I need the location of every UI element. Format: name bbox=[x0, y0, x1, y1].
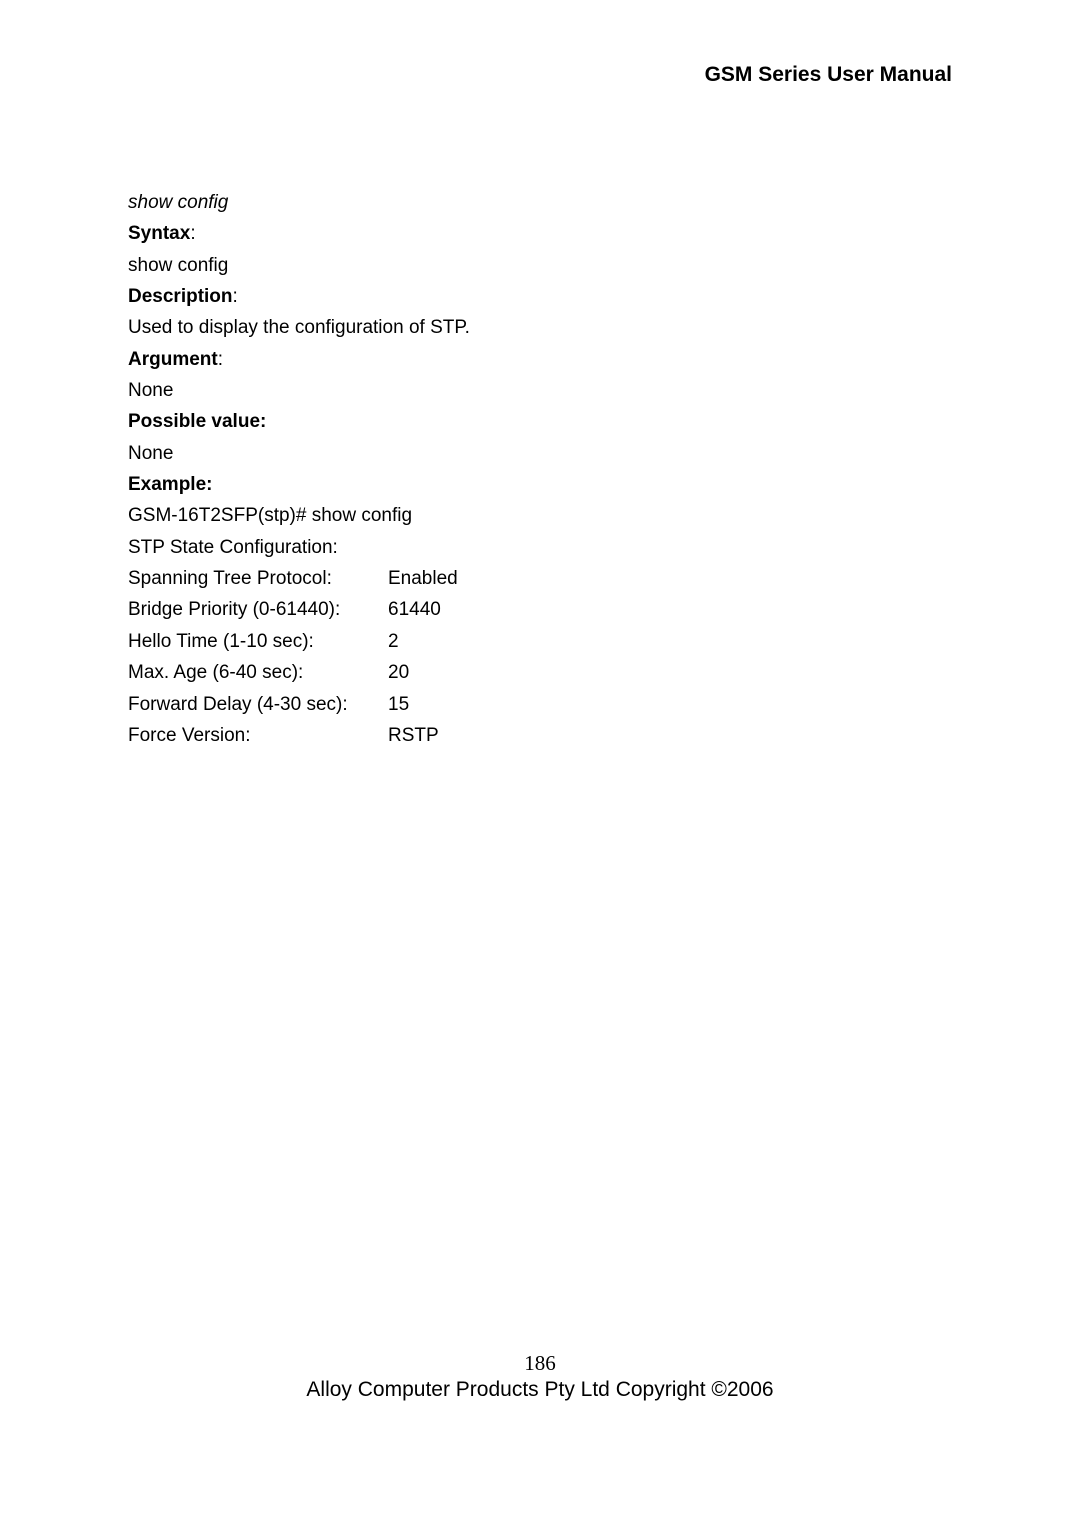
document-header-title: GSM Series User Manual bbox=[128, 63, 952, 87]
config-row-value: 61440 bbox=[388, 594, 952, 625]
syntax-value: show config bbox=[128, 250, 952, 281]
config-row-value: 20 bbox=[388, 657, 952, 688]
example-line-2: STP State Configuration: bbox=[128, 532, 952, 563]
config-row-label: Spanning Tree Protocol: bbox=[128, 563, 388, 594]
config-row: Max. Age (6-40 sec): 20 bbox=[128, 657, 952, 688]
config-row-label: Hello Time (1-10 sec): bbox=[128, 626, 388, 657]
config-row-label: Forward Delay (4-30 sec): bbox=[128, 689, 388, 720]
config-row-value: 15 bbox=[388, 689, 952, 720]
config-row: Bridge Priority (0-61440): 61440 bbox=[128, 594, 952, 625]
command-title: show config bbox=[128, 187, 952, 218]
config-row-label: Bridge Priority (0-61440): bbox=[128, 594, 388, 625]
possible-value-value: None bbox=[128, 438, 952, 469]
colon: : bbox=[218, 349, 223, 370]
page-container: GSM Series User Manual show config Synta… bbox=[0, 0, 1080, 1527]
config-row: Spanning Tree Protocol: Enabled bbox=[128, 563, 952, 594]
page-number: 186 bbox=[0, 1351, 1080, 1376]
page-footer: 186 Alloy Computer Products Pty Ltd Copy… bbox=[0, 1351, 1080, 1402]
syntax-label: Syntax bbox=[128, 223, 190, 244]
example-line-1: GSM-16T2SFP(stp)# show config bbox=[128, 500, 952, 531]
description-label: Description bbox=[128, 286, 233, 307]
config-row: Hello Time (1-10 sec): 2 bbox=[128, 626, 952, 657]
colon: : bbox=[190, 223, 195, 244]
example-label: Example: bbox=[128, 469, 952, 500]
config-row: Force Version: RSTP bbox=[128, 720, 952, 751]
syntax-section: Syntax: bbox=[128, 218, 952, 249]
possible-value-label: Possible value: bbox=[128, 406, 952, 437]
config-row: Forward Delay (4-30 sec): 15 bbox=[128, 689, 952, 720]
colon: : bbox=[233, 286, 238, 307]
config-row-value: Enabled bbox=[388, 563, 952, 594]
document-body: show config Syntax: show config Descript… bbox=[128, 187, 952, 751]
config-row-value: RSTP bbox=[388, 720, 952, 751]
argument-value: None bbox=[128, 375, 952, 406]
argument-section: Argument: bbox=[128, 344, 952, 375]
description-value: Used to display the configuration of STP… bbox=[128, 312, 952, 343]
config-row-label: Max. Age (6-40 sec): bbox=[128, 657, 388, 688]
description-section: Description: bbox=[128, 281, 952, 312]
copyright-text: Alloy Computer Products Pty Ltd Copyrigh… bbox=[0, 1378, 1080, 1402]
config-row-label: Force Version: bbox=[128, 720, 388, 751]
config-row-value: 2 bbox=[388, 626, 952, 657]
argument-label: Argument bbox=[128, 349, 218, 370]
